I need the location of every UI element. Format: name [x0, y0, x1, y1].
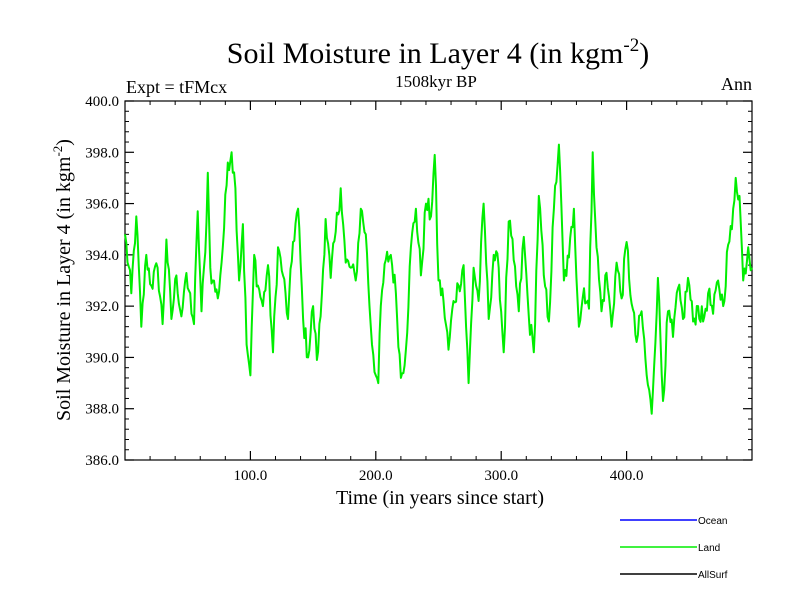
y-tick-label: 394.0	[85, 248, 119, 264]
legend: Ocean Land AllSurf	[620, 516, 728, 581]
legend-label-allsurf: AllSurf	[698, 570, 728, 581]
legend-label-land: Land	[698, 543, 720, 554]
y-tick-label: 388.0	[85, 402, 119, 418]
series-line-land	[124, 143, 753, 415]
y-tick-label: 398.0	[85, 145, 119, 161]
x-tick-label: 400.0	[610, 468, 644, 484]
legend-label-ocean: Ocean	[698, 516, 727, 527]
y-axis-label-superscript: -2	[50, 146, 65, 157]
x-axis: 100.0 200.0 300.0 400.0	[149, 101, 728, 484]
y-axis: 386.0 388.0 390.0 392.0 394.0 396.0 398.0 400.0	[85, 94, 752, 469]
experiment-label: Expt = tFMcx	[126, 77, 227, 97]
y-tick-label: 396.0	[85, 197, 119, 213]
y-tick-label: 392.0	[85, 299, 119, 315]
season-label: Ann	[721, 74, 752, 94]
plot-frame	[124, 100, 753, 461]
x-axis-label: Time (in years since start)	[336, 487, 544, 509]
x-tick-label: 200.0	[359, 468, 393, 484]
x-tick-label: 300.0	[484, 468, 518, 484]
y-tick-label: 400.0	[85, 94, 119, 110]
y-axis-label: Soil Moisture in Layer 4 (in kgm-2)	[50, 139, 75, 421]
y-tick-label: 386.0	[85, 453, 119, 469]
chart-subtitle: 1508kyr BP	[395, 72, 477, 91]
chart-title-superscript: -2	[623, 35, 639, 56]
x-tick-label: 100.0	[234, 468, 268, 484]
chart-title: Soil Moisture in Layer 4 (in kgm-2)	[227, 35, 649, 70]
y-tick-label: 390.0	[85, 350, 119, 366]
